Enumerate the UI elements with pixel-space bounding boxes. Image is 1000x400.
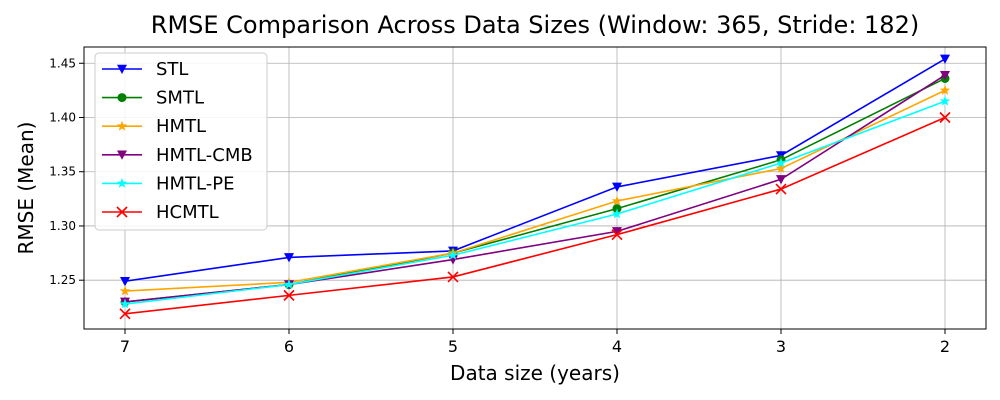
y-tick-label: 1.25 [49,273,76,287]
legend-item: SMTL [102,88,204,109]
legend-label: HMTL-PE [156,173,235,194]
legend-label: STL [156,59,188,80]
y-ticks: 1.25 1.30 1.35 1.40 1.45 [49,56,84,287]
x-tick-label: 4 [612,337,622,356]
series-line [124,58,946,283]
data-point [939,84,951,95]
data-point [939,95,951,106]
legend-item: HMTL-PE [102,173,235,194]
x-axis-label: Data size (years) [450,361,620,385]
data-point [447,249,459,260]
data-point [116,177,128,188]
data-point [940,70,950,81]
data-point [117,64,127,74]
y-axis-label: RMSE (Mean) [14,122,38,255]
y-tick-label: 1.35 [49,165,76,179]
data-point [119,298,131,309]
x-ticks: 7 6 5 4 3 2 [120,329,950,356]
data-point [775,162,787,173]
data-point [117,93,127,103]
series-line [124,100,946,305]
data-point [120,277,130,287]
data-point [611,208,623,219]
data-point [447,271,459,283]
data-point [284,253,294,263]
data-point [775,183,787,195]
legend-item: HMTL [102,116,206,137]
data-point [940,54,950,64]
data-point [119,308,131,320]
legend-item: HMTL-CMB [102,145,253,166]
data-point [776,175,786,185]
series-line [124,116,946,315]
y-tick-label: 1.30 [49,219,76,233]
legend-label: HCMTL [156,202,219,223]
series-hmtl-pe [119,95,951,309]
x-tick-label: 2 [940,337,950,356]
data-point [117,150,127,160]
data-point [611,195,623,206]
y-tick-label: 1.40 [49,111,76,125]
data-point [939,111,951,124]
data-point [116,206,128,218]
plot-frame [83,46,987,330]
legend-label: HMTL [156,116,206,137]
data-point [283,289,295,301]
series-stl [120,54,950,287]
x-tick-label: 3 [776,337,786,356]
data-point [775,157,787,168]
data-point [283,279,295,289]
data-point [612,182,622,192]
x-tick-label: 7 [120,337,130,356]
y-tick-label: 1.45 [49,56,76,70]
data-point [116,120,128,131]
series-line [124,89,946,292]
x-tick-label: 6 [284,337,294,356]
data-point [119,285,131,296]
data-point [612,227,622,237]
legend-label: HMTL-CMB [156,145,253,166]
chart-title: RMSE Comparison Across Data Sizes (Windo… [151,11,919,39]
data-point [611,229,623,241]
legend-item: STL [102,59,188,80]
legend-item: HCMTL [102,202,219,223]
legend-label: SMTL [156,88,204,109]
series-layer [119,54,951,320]
legend: STL SMTL HMTL HMTL-CMB HMTL-PE HCMTL [94,52,268,231]
x-tick-label: 5 [448,337,458,356]
series-hcmtl [119,111,951,320]
